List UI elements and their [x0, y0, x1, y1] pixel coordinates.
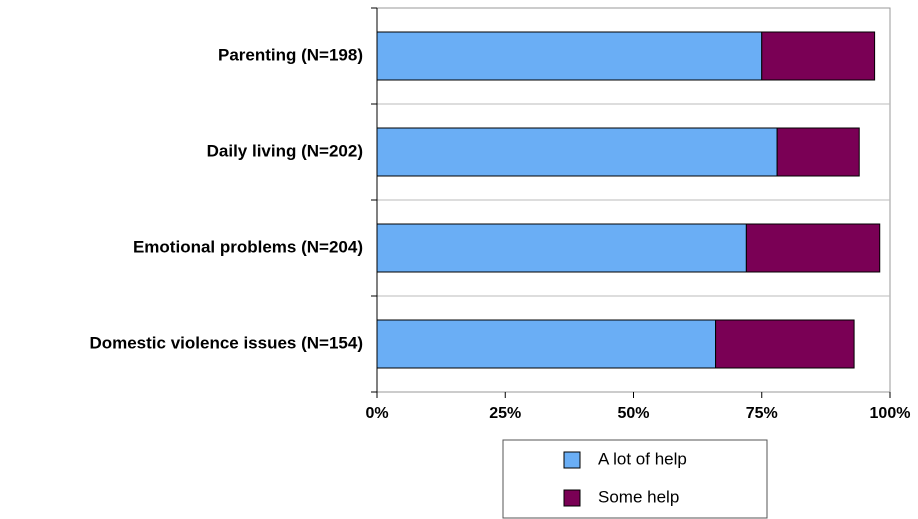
legend-box	[502, 439, 768, 519]
legend-swatch	[563, 451, 581, 469]
bar-segment	[376, 31, 763, 81]
x-tick-label: 25%	[489, 405, 521, 422]
x-tick-label: 100%	[870, 405, 911, 422]
x-tick-label: 75%	[746, 405, 778, 422]
y-tick-label: Daily living (N=202)	[207, 141, 363, 160]
y-tick-label: Emotional problems (N=204)	[133, 237, 363, 256]
x-tick-label: 50%	[617, 405, 649, 422]
x-tick-label: 0%	[365, 405, 388, 422]
legend-label: Some help	[598, 487, 679, 506]
bar-segment	[376, 127, 778, 177]
bar-segment	[715, 319, 855, 369]
y-tick-label: Domestic violence issues (N=154)	[89, 333, 363, 352]
bar-segment	[776, 127, 860, 177]
bar-segment	[376, 319, 717, 369]
bar-segment	[761, 31, 876, 81]
legend-swatch	[563, 489, 581, 507]
bar-segment	[376, 223, 747, 273]
legend-label: A lot of help	[598, 449, 687, 468]
y-tick-label: Parenting (N=198)	[218, 45, 363, 64]
bar-segment	[745, 223, 881, 273]
